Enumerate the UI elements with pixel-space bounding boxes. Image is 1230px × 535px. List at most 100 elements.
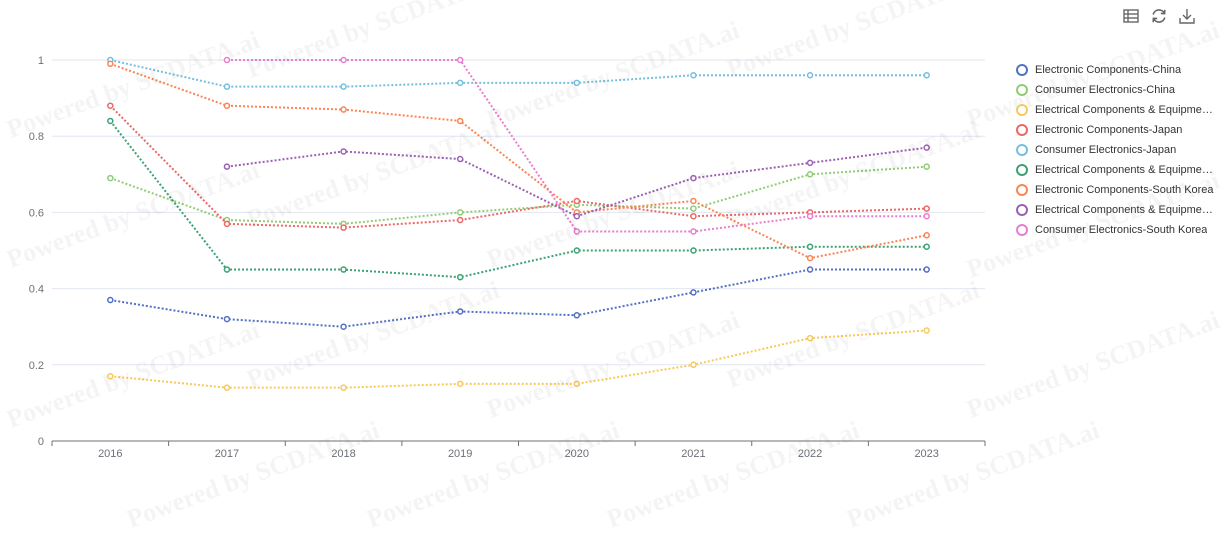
data-point — [573, 312, 581, 319]
y-tick-label: 0 — [38, 436, 44, 448]
legend-item-3[interactable]: Electronic Components-Japan — [1016, 120, 1226, 140]
data-point — [806, 212, 814, 220]
data-point — [690, 174, 697, 182]
data-point — [456, 79, 464, 87]
x-tick-label: 2016 — [98, 448, 122, 460]
legend-label: Consumer Electronics-South Korea — [1035, 224, 1208, 236]
data-point — [923, 243, 930, 250]
data-point — [690, 197, 697, 205]
legend-item-1[interactable]: Consumer Electronics-China — [1016, 80, 1226, 100]
legend-label: Electronic Components-Japan — [1035, 124, 1183, 136]
data-point — [340, 106, 347, 113]
data-point — [573, 197, 581, 205]
data-point — [107, 60, 114, 68]
data-point — [690, 71, 697, 79]
data-point — [573, 212, 581, 220]
data-point — [923, 327, 930, 334]
data-point — [690, 247, 697, 254]
y-tick-label: 0.6 — [29, 207, 44, 219]
data-point — [340, 384, 347, 391]
data-point — [223, 102, 231, 109]
data-point — [690, 228, 697, 235]
data-point — [456, 56, 464, 64]
x-tick-label: 2022 — [798, 448, 822, 460]
legend-label: Consumer Electronics-Japan — [1035, 144, 1177, 156]
data-point — [923, 232, 930, 239]
data-point — [107, 372, 114, 380]
data-point — [923, 144, 930, 151]
legend-circle-icon — [1016, 84, 1028, 96]
data-view-icon[interactable] — [1121, 6, 1141, 26]
series-line-5 — [109, 120, 927, 279]
legend-item-4[interactable]: Consumer Electronics-Japan — [1016, 140, 1226, 160]
data-point — [806, 334, 814, 342]
data-point — [690, 205, 697, 212]
y-tick-label: 0.8 — [29, 131, 44, 143]
refresh-icon[interactable] — [1149, 6, 1169, 26]
legend-label: Electronic Components-China — [1035, 64, 1182, 76]
data-point — [806, 243, 814, 250]
download-icon[interactable] — [1177, 6, 1197, 26]
y-tick-label: 0.2 — [29, 360, 44, 372]
data-point — [223, 384, 231, 391]
data-point — [456, 273, 464, 281]
x-tick-label: 2018 — [331, 448, 355, 460]
data-point — [107, 174, 114, 182]
y-tick-label: 1 — [38, 55, 44, 67]
data-point — [340, 56, 347, 64]
data-point — [923, 71, 930, 79]
data-point — [340, 83, 347, 90]
x-tick-label: 2017 — [215, 448, 239, 460]
data-point — [806, 71, 814, 79]
series-line-6 — [109, 62, 927, 260]
legend-circle-icon — [1016, 144, 1028, 156]
series-line-3 — [109, 105, 927, 229]
data-point — [223, 83, 231, 90]
data-point — [223, 315, 231, 323]
data-point — [690, 289, 697, 296]
legend-item-8[interactable]: Consumer Electronics-South Korea — [1016, 220, 1226, 240]
data-point — [340, 224, 347, 231]
series-line-2 — [110, 329, 927, 389]
data-point — [923, 205, 930, 212]
data-point — [456, 380, 464, 388]
legend-label: Electrical Components & Equipment-South … — [1035, 204, 1215, 216]
x-tick-label: 2019 — [448, 448, 472, 460]
legend-circle-icon — [1016, 104, 1028, 116]
legend-label: Electronic Components-South Korea — [1035, 184, 1214, 196]
data-point — [340, 266, 347, 273]
chart-legend: Electronic Components-China Consumer Elec… — [1016, 60, 1226, 240]
data-point — [690, 361, 697, 369]
data-point — [573, 228, 581, 235]
x-tick-label: 2021 — [681, 448, 705, 460]
series-line-4 — [110, 59, 927, 88]
legend-item-5[interactable]: Electrical Components & Equipment-Japan — [1016, 160, 1226, 180]
data-point — [223, 56, 231, 64]
chart-toolbox — [1121, 6, 1197, 26]
data-point — [923, 212, 930, 220]
data-point — [340, 323, 347, 330]
data-point — [456, 209, 464, 216]
legend-label: Electrical Components & Equipment-China — [1035, 104, 1215, 116]
data-point — [223, 220, 231, 228]
data-point — [456, 216, 464, 224]
legend-item-2[interactable]: Electrical Components & Equipment-China — [1016, 100, 1226, 120]
data-point — [806, 171, 814, 178]
watermark-text: Powered by SCDATA.ai — [963, 305, 1224, 424]
data-point — [573, 247, 581, 254]
data-point — [806, 159, 814, 167]
line-chart: 0 0.2 0.4 0.6 0.8 1 2016 2017 2018 2019 2020 2021 20… — [29, 55, 986, 460]
y-tick-label: 0.4 — [29, 284, 44, 296]
data-point — [806, 266, 814, 273]
x-tick-label: 2023 — [914, 448, 938, 460]
legend-item-7[interactable]: Electrical Components & Equipment-South … — [1016, 200, 1226, 220]
legend-item-6[interactable]: Electronic Components-South Korea — [1016, 180, 1226, 200]
data-point — [806, 254, 814, 262]
data-point — [690, 212, 697, 220]
legend-label: Electrical Components & Equipment-Japan — [1035, 164, 1215, 176]
data-point — [107, 296, 114, 304]
data-point — [223, 266, 231, 273]
data-point — [573, 79, 581, 87]
data-point — [223, 163, 231, 170]
legend-item-0[interactable]: Electronic Components-China — [1016, 60, 1226, 80]
